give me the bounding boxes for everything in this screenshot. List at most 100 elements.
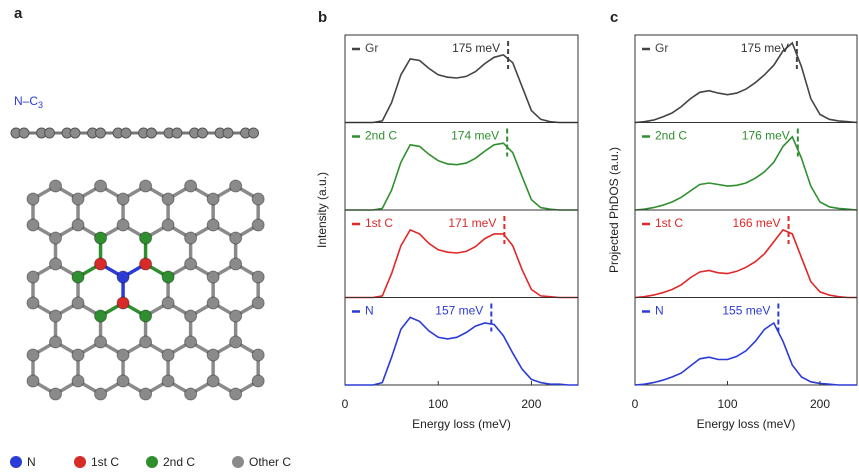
atom <box>229 335 243 349</box>
atom <box>206 270 220 284</box>
atom <box>71 374 85 388</box>
series-name: 1st C <box>655 216 683 230</box>
atom <box>251 270 265 284</box>
atom <box>146 127 157 139</box>
peak-label: 176 meV <box>742 129 790 143</box>
spectrum-line <box>345 316 578 386</box>
x-tick-label: 0 <box>632 397 639 411</box>
peak-label: 175 meV <box>452 41 500 55</box>
atom <box>116 192 130 206</box>
atom <box>161 270 175 284</box>
x-tick-label: 100 <box>717 397 737 411</box>
panel-label: a <box>14 5 23 22</box>
atom <box>206 192 220 206</box>
atom <box>26 374 40 388</box>
atom <box>26 270 40 284</box>
spectrum-line <box>634 41 858 124</box>
x-tick-label: 200 <box>521 397 541 411</box>
label-subscript: 3 <box>38 100 43 110</box>
x-axis-label: Energy loss (meV) <box>412 417 511 431</box>
atom <box>184 335 198 349</box>
atom <box>49 231 63 245</box>
atom <box>94 387 108 401</box>
series-name: Gr <box>365 41 378 55</box>
atom <box>49 309 63 323</box>
atom <box>139 179 153 193</box>
atom <box>71 270 85 284</box>
atom <box>139 309 153 323</box>
atom <box>26 218 40 232</box>
label-main: N–C <box>14 94 38 108</box>
atom <box>49 387 63 401</box>
peak-label: 175 meV <box>741 41 789 55</box>
legend-swatch <box>232 456 244 468</box>
series-name: N <box>365 304 374 318</box>
atom <box>184 231 198 245</box>
series-name: 2nd C <box>655 129 687 143</box>
atom <box>116 270 130 284</box>
atom <box>139 231 153 245</box>
atom <box>248 127 259 139</box>
y-axis-label: Projected PhDOS (a.u.) <box>607 147 621 273</box>
atom <box>49 257 63 271</box>
atom <box>26 296 40 310</box>
atom <box>161 374 175 388</box>
atom <box>171 127 183 139</box>
atom <box>116 374 130 388</box>
atom <box>251 296 265 310</box>
atom <box>116 218 130 232</box>
x-axis-label: Energy loss (meV) <box>697 417 796 431</box>
legend-swatch <box>10 456 22 468</box>
atom <box>116 348 130 362</box>
series-name: Gr <box>655 41 668 55</box>
atom <box>206 348 220 362</box>
x-tick-label: 100 <box>428 397 448 411</box>
spectrum-line <box>634 228 857 299</box>
atom <box>229 179 243 193</box>
atom <box>139 335 153 349</box>
atom <box>229 231 243 245</box>
atom <box>229 257 243 271</box>
structure-label: N–C3 <box>14 94 43 110</box>
atom <box>251 348 265 362</box>
atom <box>26 348 40 362</box>
legend-label: 2nd C <box>163 455 195 469</box>
peak-label: 157 meV <box>435 304 483 318</box>
series-name: 2nd C <box>365 129 397 143</box>
spectrum-line <box>634 321 857 386</box>
atom <box>197 127 208 139</box>
atom <box>120 127 132 139</box>
peak-label: 155 meV <box>722 304 770 318</box>
atom <box>206 296 220 310</box>
legend-swatch <box>146 456 158 468</box>
atom <box>139 387 153 401</box>
atom <box>161 192 175 206</box>
atom <box>44 127 55 139</box>
legend-swatch <box>74 456 86 468</box>
atom <box>71 218 85 232</box>
panel-label: b <box>318 9 327 26</box>
atom <box>184 257 198 271</box>
atom <box>69 127 81 139</box>
legend-label: N <box>27 455 36 469</box>
atom <box>184 309 198 323</box>
atom <box>229 387 243 401</box>
x-tick-label: 0 <box>342 397 349 411</box>
legend-label: 1st C <box>91 455 119 469</box>
atom <box>251 192 265 206</box>
spectrum-line <box>634 135 858 211</box>
atom <box>206 218 220 232</box>
panel-label: c <box>610 9 618 26</box>
atom <box>184 387 198 401</box>
atom <box>49 179 63 193</box>
y-axis-label: Intensity (a.u.) <box>315 172 329 248</box>
atom <box>229 309 243 323</box>
atom <box>71 192 85 206</box>
atom <box>94 335 108 349</box>
atom <box>94 309 108 323</box>
legend-label: Other C <box>249 455 291 469</box>
peak-label: 174 meV <box>451 129 499 143</box>
atom <box>95 127 106 139</box>
atom <box>94 231 108 245</box>
